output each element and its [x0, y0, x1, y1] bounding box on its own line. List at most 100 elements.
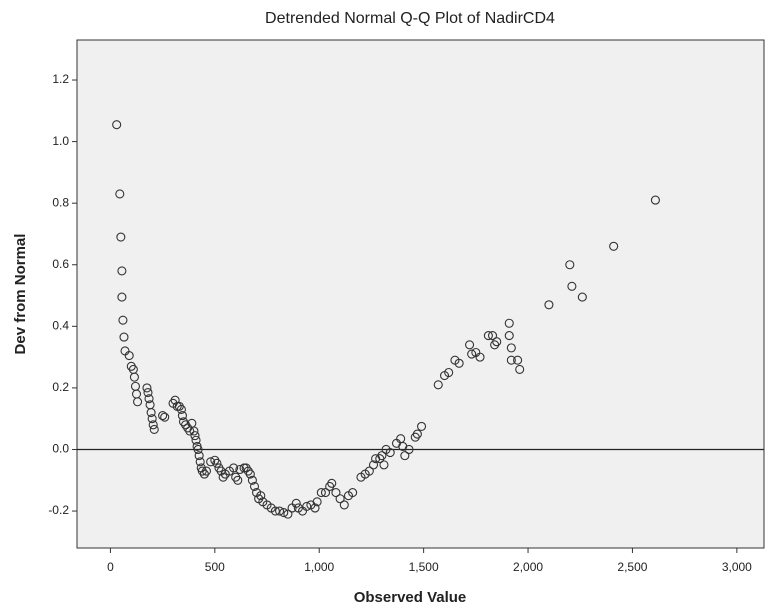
point — [335, 494, 345, 504]
point — [146, 407, 156, 418]
point — [302, 501, 312, 511]
point — [275, 506, 285, 516]
point — [194, 451, 204, 461]
point — [115, 189, 125, 199]
y-tick-label: -0.2 — [48, 503, 69, 517]
point — [147, 414, 157, 424]
point — [129, 372, 139, 382]
point — [124, 351, 134, 361]
point — [117, 292, 127, 302]
point — [467, 349, 477, 359]
point — [118, 315, 128, 325]
point — [206, 457, 216, 467]
point — [142, 383, 152, 393]
point — [177, 411, 188, 421]
point — [189, 426, 199, 436]
point — [279, 508, 289, 518]
point — [233, 475, 243, 485]
point — [112, 120, 122, 130]
point — [316, 488, 326, 498]
point — [312, 497, 322, 507]
point — [212, 458, 222, 468]
point — [158, 411, 168, 421]
y-axis-title: Dev from Normal — [12, 234, 29, 355]
point — [454, 358, 464, 368]
point — [385, 448, 395, 458]
point — [247, 475, 257, 485]
x-axis-title: Observed Value — [354, 589, 467, 606]
point — [368, 460, 379, 470]
point — [483, 331, 493, 341]
point — [191, 435, 201, 445]
point — [412, 429, 422, 439]
point — [176, 404, 186, 415]
point — [400, 451, 410, 461]
y-tick-label: 0.4 — [52, 318, 69, 332]
point — [465, 340, 475, 350]
point — [249, 481, 260, 491]
point — [291, 498, 301, 508]
point — [404, 444, 414, 455]
point — [444, 367, 454, 378]
point — [577, 292, 587, 302]
point — [377, 451, 387, 461]
point — [650, 195, 660, 205]
point — [327, 478, 337, 488]
point — [116, 232, 126, 242]
point — [475, 352, 485, 362]
point — [504, 331, 514, 341]
y-tick-label: 1.0 — [52, 134, 69, 148]
point — [195, 457, 205, 467]
point — [609, 241, 619, 251]
y-tick-label: 0.6 — [52, 257, 69, 271]
point — [339, 500, 349, 510]
point — [331, 488, 341, 498]
y-tick-label: 1.2 — [52, 72, 69, 86]
point — [144, 394, 154, 404]
x-tick-label: 2,000 — [513, 560, 543, 574]
point — [544, 300, 554, 310]
point — [320, 488, 331, 498]
point — [364, 466, 374, 476]
point — [190, 431, 200, 441]
chart-title: Detrended Normal Q-Q Plot of NadirCD4 — [265, 10, 555, 27]
point — [379, 460, 389, 470]
point — [119, 332, 129, 342]
point — [117, 266, 127, 276]
x-tick-label: 3,000 — [722, 560, 752, 574]
point — [567, 281, 577, 291]
point — [149, 424, 159, 435]
point — [506, 343, 516, 353]
point — [433, 380, 443, 390]
point — [416, 421, 427, 431]
x-tick-label: 0 — [107, 560, 114, 574]
point — [504, 318, 514, 328]
point — [283, 509, 293, 519]
point — [506, 355, 516, 365]
x-tick-label: 1,000 — [304, 560, 334, 574]
point — [270, 506, 280, 516]
y-tick-label: 0.0 — [52, 442, 69, 456]
point — [513, 355, 523, 365]
point — [201, 466, 212, 476]
point — [515, 364, 525, 374]
point — [245, 469, 255, 479]
point — [256, 491, 266, 501]
point — [348, 488, 358, 498]
point — [310, 503, 320, 513]
point — [170, 395, 180, 405]
point — [143, 387, 153, 398]
x-tick-label: 1,500 — [409, 560, 439, 574]
x-tick-label: 500 — [205, 560, 225, 574]
x-tick-label: 2,500 — [617, 560, 647, 574]
y-tick-label: 0.8 — [52, 195, 69, 209]
plot-area — [76, 39, 765, 549]
point — [229, 463, 239, 473]
point — [487, 331, 498, 341]
y-tick-label: 0.2 — [52, 380, 69, 394]
point — [160, 412, 170, 422]
point — [148, 420, 158, 430]
point — [492, 337, 502, 347]
point — [193, 444, 203, 455]
